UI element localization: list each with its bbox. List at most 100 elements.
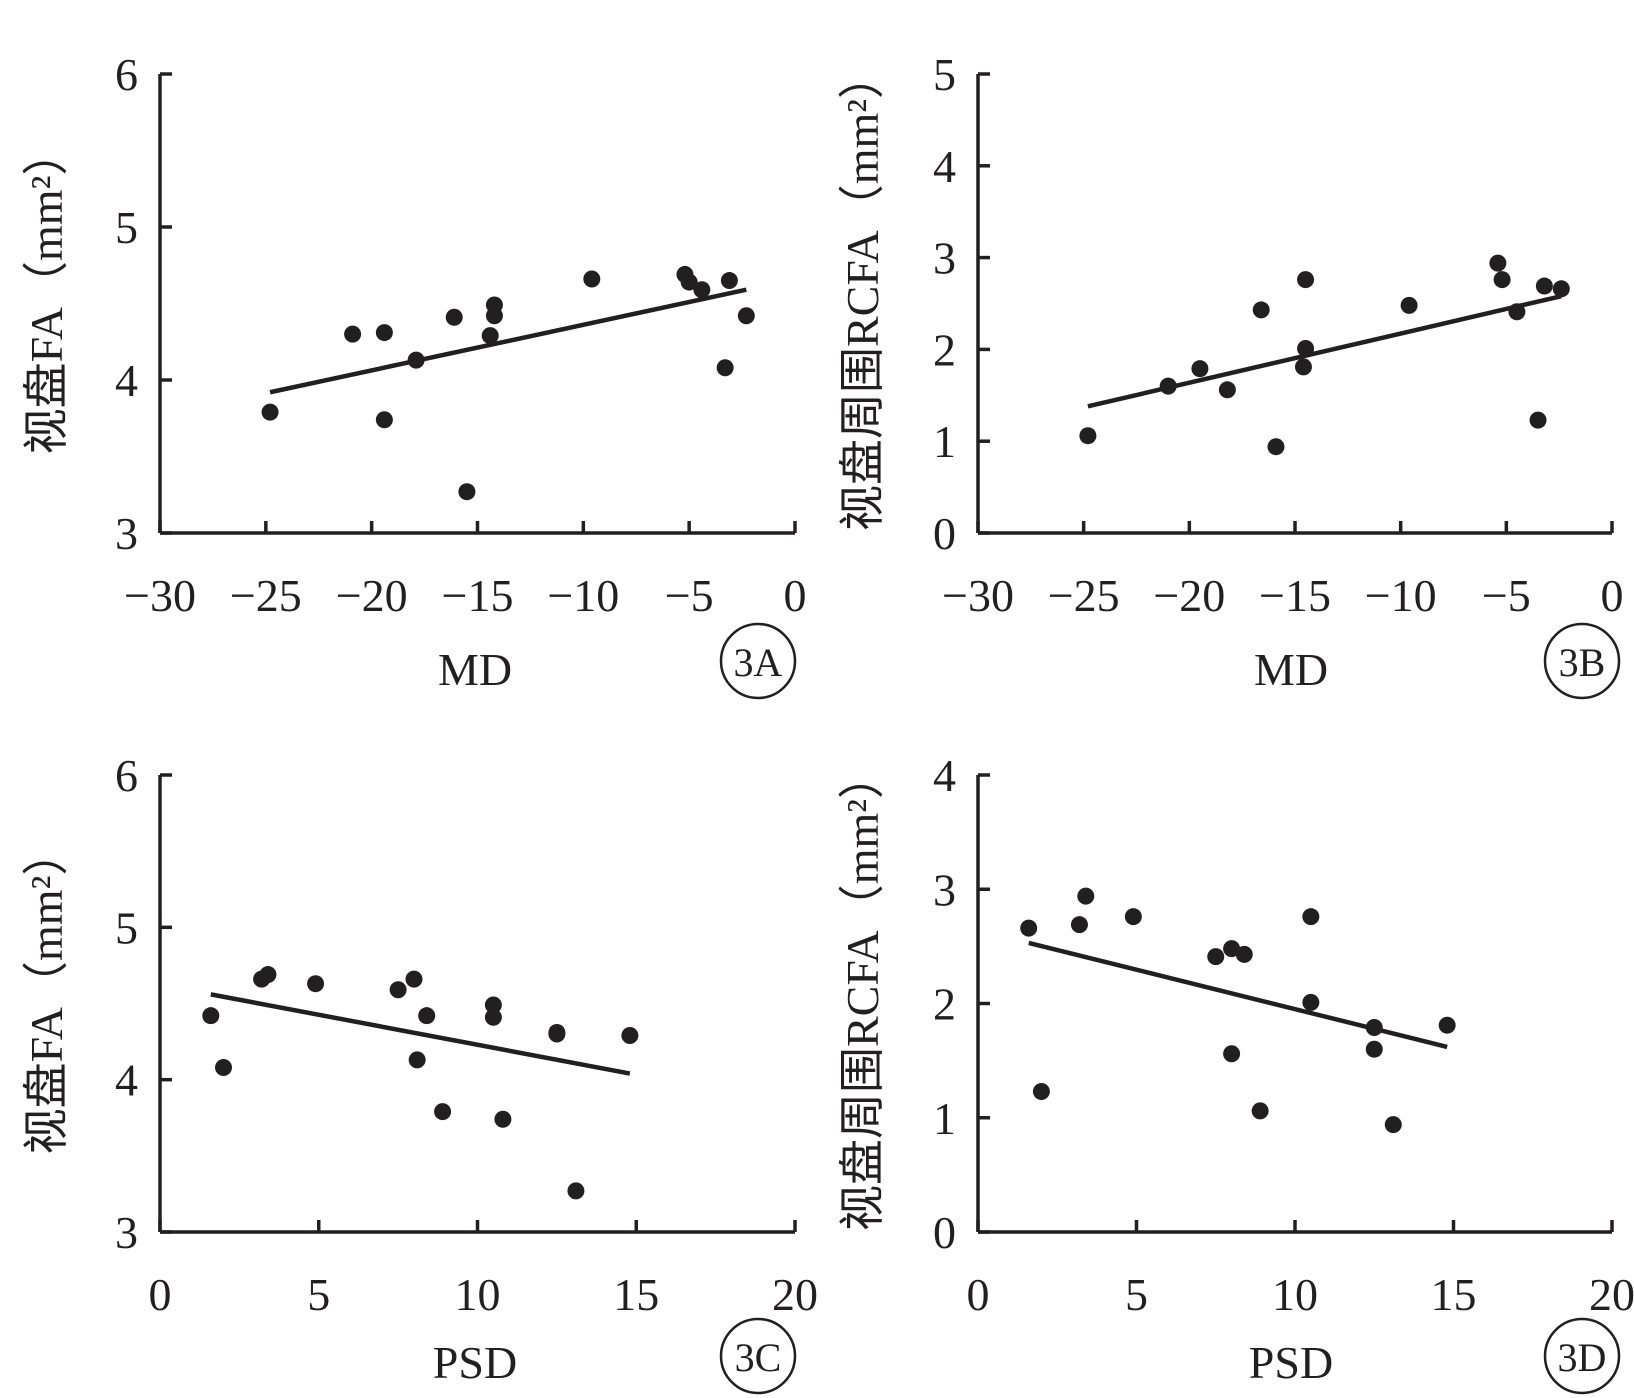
- data-point: [1070, 916, 1088, 934]
- y-tick-label: 2: [933, 979, 956, 1030]
- data-point: [720, 272, 738, 290]
- data-point: [408, 1051, 426, 1069]
- x-axis-title: PSD: [1249, 1337, 1333, 1388]
- data-point: [1365, 1040, 1383, 1058]
- y-tick-label: 1: [933, 1093, 956, 1144]
- data-point: [484, 1008, 502, 1026]
- data-point: [1079, 427, 1097, 445]
- trend-line: [210, 992, 631, 1076]
- x-tick-label: −20: [1153, 570, 1225, 621]
- x-axis-title: MD: [1254, 644, 1328, 695]
- y-axis-title: 视盘FA（mm²）: [21, 130, 72, 455]
- y-axis-title: 视盘周围RCFA（mm²）: [837, 753, 888, 1231]
- data-point: [567, 1182, 585, 1200]
- x-tick-label: 20: [772, 1269, 818, 1320]
- data-point: [1493, 271, 1511, 289]
- data-point: [1218, 381, 1236, 399]
- x-tick-label: −5: [1482, 570, 1531, 621]
- data-point: [1020, 919, 1038, 937]
- data-point: [481, 327, 499, 345]
- y-tick-label: 1: [933, 416, 956, 467]
- data-point: [344, 325, 362, 343]
- panel-3d: 视盘周围RCFA（mm²） 0 1 2 3 4 0 5 10 15 20 PSD 3D: [837, 750, 1634, 1395]
- data-point: [307, 975, 325, 993]
- data-point: [1365, 1018, 1383, 1036]
- panel-badge-circle: [1543, 1317, 1621, 1395]
- data-point: [1191, 360, 1209, 378]
- panel-badge-circle: [719, 622, 797, 700]
- data-point: [1438, 1016, 1456, 1034]
- data-point: [1400, 296, 1418, 314]
- y-tick-label: 5: [933, 49, 956, 100]
- data-point: [418, 1007, 436, 1025]
- data-point: [1251, 1102, 1269, 1120]
- data-points: [1020, 887, 1456, 1134]
- data-point: [1297, 339, 1315, 357]
- data-point: [375, 411, 393, 429]
- data-point: [1384, 1116, 1402, 1134]
- data-point: [548, 1025, 566, 1043]
- panel-badge-circle: [1543, 622, 1621, 700]
- x-tick-label: −30: [942, 570, 1014, 621]
- y-tick-label: 4: [115, 1055, 138, 1106]
- y-tick-label: 0: [933, 508, 956, 559]
- x-tick-label: 0: [784, 570, 807, 621]
- trend-line: [269, 287, 747, 395]
- y-tick-label: 0: [933, 1207, 956, 1258]
- data-point: [583, 270, 601, 288]
- panel-badge-circle: [719, 1317, 797, 1395]
- panel-3c: 视盘FA（mm²） 3 4 5 6 0 5 10 15 20 PSD 3C: [21, 750, 818, 1395]
- data-point: [1297, 271, 1315, 289]
- data-point: [494, 1110, 512, 1128]
- data-point: [485, 296, 503, 314]
- data-point: [1294, 358, 1312, 376]
- data-points: [261, 265, 755, 501]
- data-point: [680, 273, 698, 291]
- x-tick-label: 20: [1589, 1269, 1634, 1320]
- x-tick-label: −25: [1048, 570, 1120, 621]
- y-ticks: 0 1 2 3 4: [933, 750, 990, 1258]
- data-point: [434, 1103, 452, 1121]
- x-axis-title: PSD: [433, 1337, 517, 1388]
- data-point: [1207, 948, 1225, 966]
- data-point: [375, 324, 393, 342]
- data-point: [1223, 940, 1241, 958]
- data-point: [261, 403, 279, 421]
- y-tick-label: 4: [115, 355, 138, 406]
- data-point: [1267, 438, 1285, 456]
- data-point: [405, 970, 423, 988]
- x-ticks: −30 −25 −20 −15 −10 −5 0: [124, 521, 807, 621]
- y-axis-title: 视盘周围RCFA（mm²）: [837, 53, 888, 531]
- panel-badge-label: 3A: [734, 640, 783, 685]
- x-tick-label: −15: [1259, 570, 1331, 621]
- y-tick-label: 4: [933, 141, 956, 192]
- x-tick-label: −15: [442, 570, 514, 621]
- data-point: [445, 308, 463, 326]
- x-tick-label: 15: [613, 1269, 659, 1320]
- x-tick-label: −20: [336, 570, 408, 621]
- data-point: [1223, 1045, 1241, 1063]
- x-ticks: 0 5 10 15 20: [149, 1220, 818, 1320]
- panel-3a: 视盘FA（mm²） 3 4 5 6 −30 −25 −20 −15 −10 −5 0 MD 3A: [21, 49, 807, 700]
- data-point: [621, 1026, 639, 1044]
- x-axis-title: MD: [438, 644, 512, 695]
- y-ticks: 3 4 5 6: [115, 49, 172, 559]
- y-ticks: 3 4 5 6: [115, 750, 172, 1258]
- y-axis-title: 视盘FA（mm²）: [21, 830, 72, 1155]
- x-tick-label: −5: [665, 570, 714, 621]
- data-point: [1535, 277, 1553, 295]
- data-point: [202, 1007, 220, 1025]
- y-tick-label: 3: [933, 864, 956, 915]
- x-tick-label: −25: [230, 570, 302, 621]
- data-point: [389, 981, 407, 999]
- x-ticks: −30 −25 −20 −15 −10 −5 0: [942, 521, 1624, 621]
- data-point: [1077, 887, 1095, 905]
- x-tick-label: −10: [1365, 570, 1437, 621]
- data-point: [1302, 908, 1320, 926]
- data-point: [1235, 945, 1253, 963]
- y-tick-label: 6: [115, 750, 138, 801]
- x-tick-label: 5: [1125, 1269, 1148, 1320]
- data-point: [407, 351, 425, 369]
- data-point: [693, 281, 711, 299]
- x-tick-label: 15: [1431, 1269, 1477, 1320]
